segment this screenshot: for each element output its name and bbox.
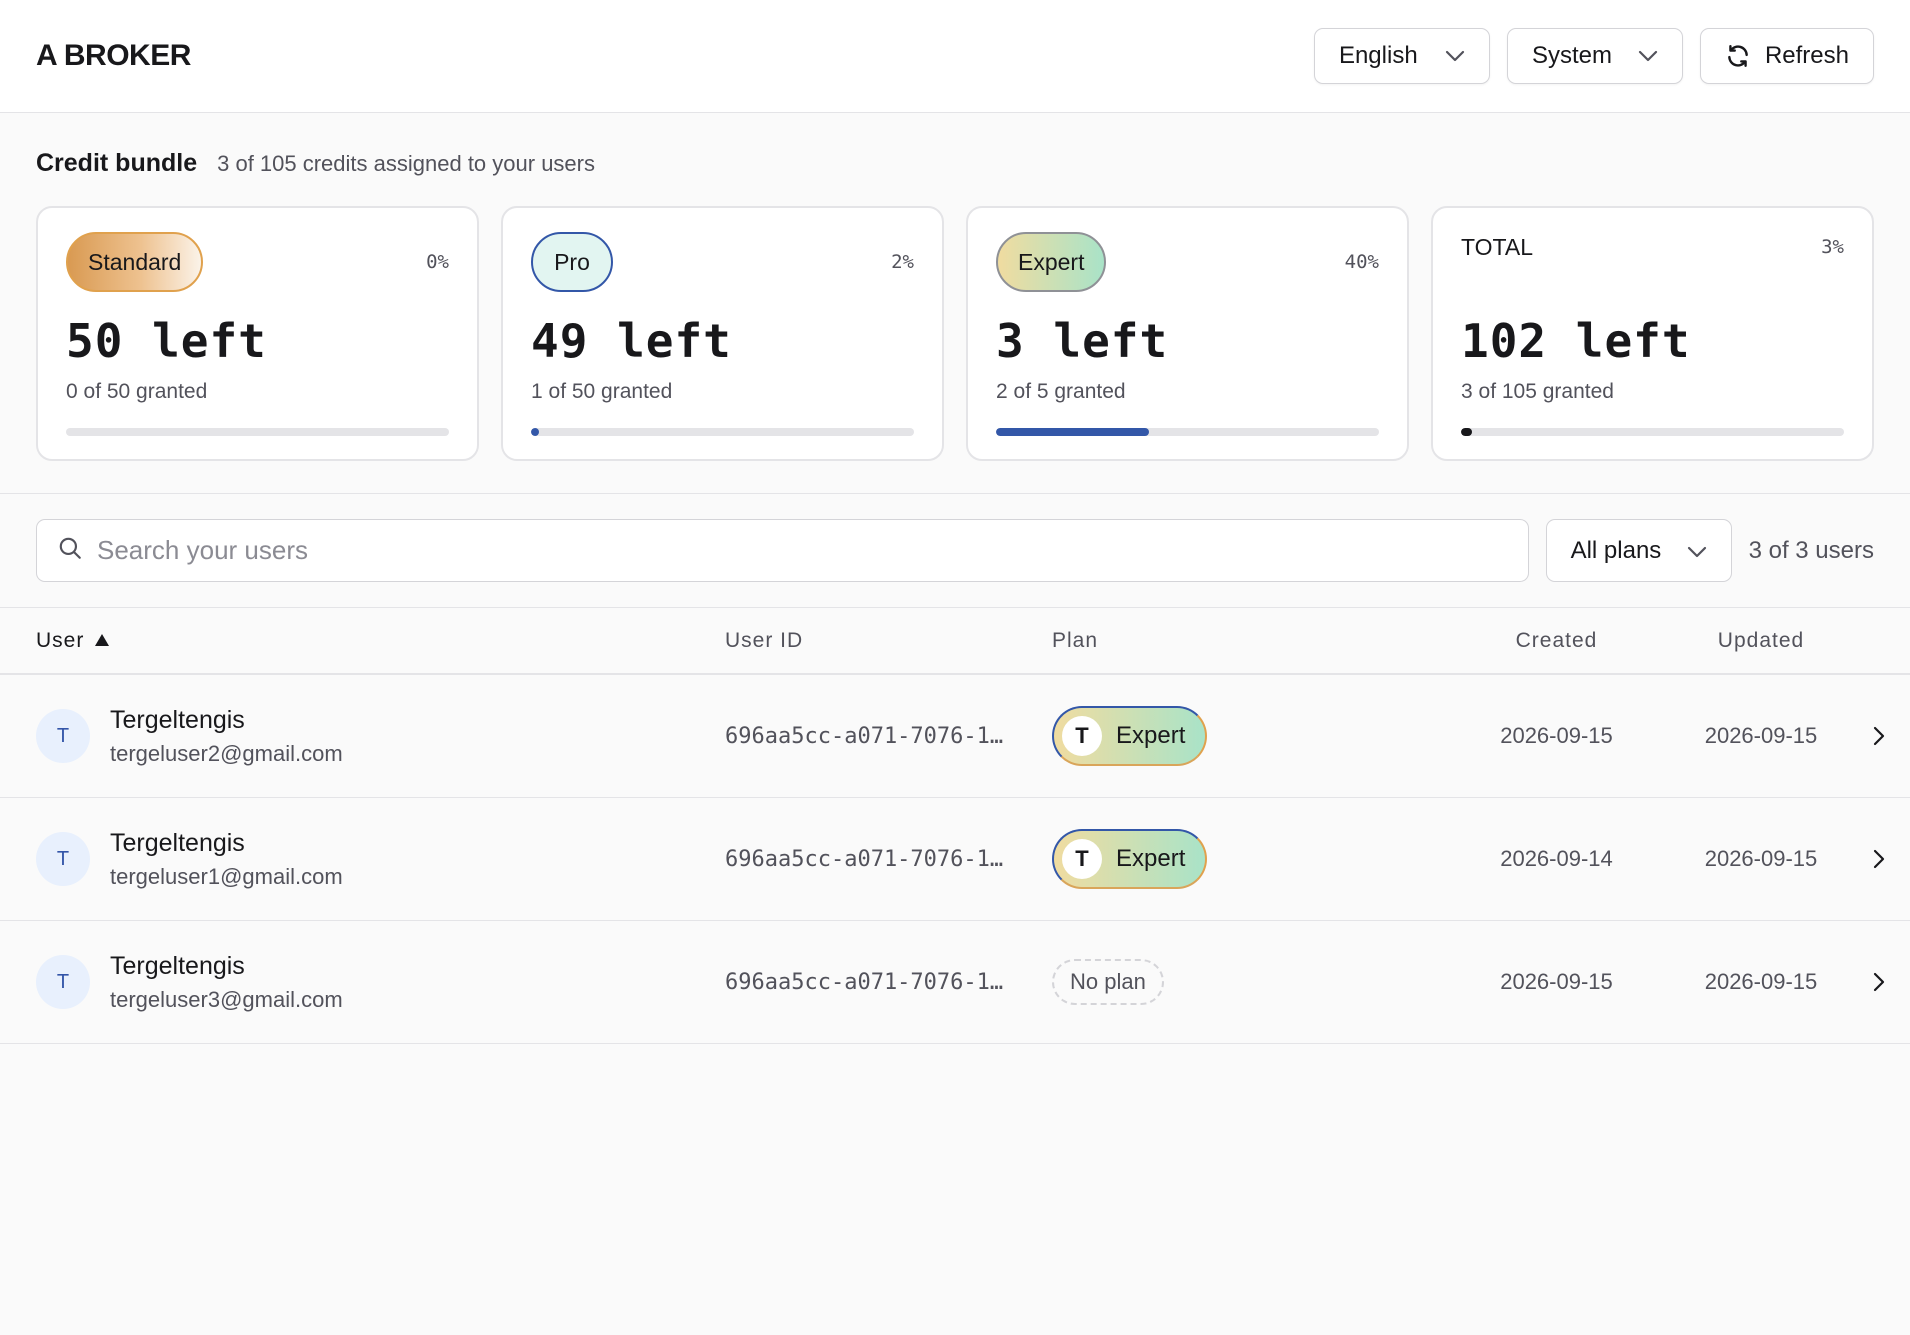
- chevron-down-icon: [1445, 50, 1465, 62]
- column-header-updated[interactable]: Updated: [1717, 628, 1805, 652]
- credit-card-standard: Standard 0% 50 left 0 of 50 granted: [36, 206, 479, 461]
- updated-date: 2026-09-15: [1704, 846, 1818, 871]
- refresh-button-label: Refresh: [1764, 42, 1849, 69]
- credit-bundle-title: Credit bundle: [36, 149, 198, 177]
- credit-progress-fill: [531, 428, 539, 436]
- updated-date: 2026-09-15: [1704, 723, 1818, 748]
- user-name: Tergeltengis: [110, 705, 245, 734]
- credits-left: 102 left: [1461, 314, 1691, 368]
- avatar: T: [36, 709, 90, 763]
- no-plan-badge: No plan: [1052, 959, 1164, 1005]
- chevron-down-icon: [1687, 537, 1707, 565]
- search-icon: [57, 535, 83, 566]
- user-id: 696aa5cc-a071-7076-1…: [725, 846, 1004, 872]
- credit-progress-bar: [66, 428, 449, 436]
- user-email: tergeluser1@gmail.com: [110, 863, 343, 889]
- user-name: Tergeltengis: [110, 951, 245, 980]
- credit-percent: 2%: [891, 251, 914, 273]
- credit-bundle-section: Credit bundle 3 of 105 credits assigned …: [0, 113, 1910, 494]
- column-header-user[interactable]: User: [0, 629, 725, 653]
- created-date: 2026-09-14: [1500, 846, 1613, 871]
- theme-select[interactable]: System: [1506, 28, 1683, 84]
- plan-cell: No plan: [1052, 959, 1445, 1005]
- credits-left: 3 left: [996, 314, 1169, 368]
- column-header-created[interactable]: Created: [1515, 628, 1598, 652]
- column-header-plan[interactable]: Plan: [1052, 628, 1099, 652]
- plan-badge-expert: T Expert: [1052, 829, 1208, 889]
- plan-initial: T: [1062, 839, 1102, 879]
- language-select-value: English: [1338, 42, 1418, 69]
- credits-granted: 1 of 50 granted: [531, 380, 673, 403]
- column-header-user-id[interactable]: User ID: [725, 628, 804, 652]
- plan-badge-pro: Pro: [531, 232, 613, 292]
- user-name: Tergeltengis: [110, 828, 245, 857]
- plan-badge-expert: T Expert: [1052, 706, 1208, 766]
- credits-granted: 0 of 50 granted: [66, 380, 208, 403]
- language-select[interactable]: English: [1313, 28, 1490, 84]
- plan-cell: T Expert: [1052, 829, 1445, 889]
- user-id: 696aa5cc-a071-7076-1…: [725, 969, 1004, 995]
- credit-card-total: TOTAL 3% 102 left 3 of 105 granted: [1431, 206, 1874, 461]
- user-count: 3 of 3 users: [1748, 536, 1874, 564]
- credit-bundle-subtitle: 3 of 105 credits assigned to your users: [217, 151, 595, 176]
- chevron-right-icon[interactable]: [1854, 971, 1904, 993]
- credits-left: 49 left: [531, 314, 732, 368]
- column-header-user-label: User: [36, 628, 85, 652]
- plan-filter-value: All plans: [1570, 536, 1662, 564]
- credit-percent: 0%: [426, 251, 449, 273]
- credit-progress-bar: [996, 428, 1379, 436]
- user-id: 696aa5cc-a071-7076-1…: [725, 723, 1004, 749]
- user-cell: T Tergeltengis tergeluser3@gmail.com: [0, 952, 725, 1013]
- chevron-right-icon[interactable]: [1854, 725, 1904, 747]
- created-date: 2026-09-15: [1500, 723, 1613, 748]
- plan-filter-select[interactable]: All plans: [1545, 519, 1732, 582]
- chevron-right-icon[interactable]: [1854, 848, 1904, 870]
- theme-select-value: System: [1531, 42, 1612, 69]
- plan-initial: T: [1062, 716, 1102, 756]
- user-cell: T Tergeltengis tergeluser1@gmail.com: [0, 829, 725, 890]
- credit-percent: 3%: [1821, 236, 1844, 258]
- credit-progress-fill: [1461, 428, 1473, 436]
- credit-progress-bar: [531, 428, 914, 436]
- top-bar: A BROKER English System Refresh: [0, 0, 1910, 113]
- total-label: TOTAL: [1461, 234, 1533, 260]
- brand-logo: A BROKER: [36, 39, 191, 72]
- credits-granted: 3 of 105 granted: [1461, 380, 1614, 403]
- sort-up-icon: [94, 629, 110, 653]
- table-row[interactable]: T Tergeltengis tergeluser3@gmail.com 696…: [0, 921, 1910, 1044]
- plan-label: Expert: [1116, 845, 1186, 872]
- user-email: tergeluser3@gmail.com: [110, 986, 343, 1012]
- chevron-down-icon: [1638, 50, 1658, 62]
- table-row[interactable]: T Tergeltengis tergeluser2@gmail.com 696…: [0, 675, 1910, 798]
- filter-bar: All plans 3 of 3 users: [0, 494, 1910, 608]
- top-actions: English System Refresh: [1313, 28, 1874, 84]
- plan-badge-standard: Standard: [66, 232, 204, 292]
- credit-progress-bar: [1461, 428, 1844, 436]
- plan-cell: T Expert: [1052, 706, 1445, 766]
- updated-date: 2026-09-15: [1704, 969, 1818, 994]
- users-table: User User ID Plan Created Updated T Terg…: [0, 608, 1910, 1044]
- credits-left: 50 left: [66, 314, 267, 368]
- user-email: tergeluser2@gmail.com: [110, 740, 343, 766]
- refresh-icon: [1725, 43, 1751, 69]
- credits-granted: 2 of 5 granted: [996, 380, 1126, 403]
- credit-card-expert: Expert 40% 3 left 2 of 5 granted: [966, 206, 1409, 461]
- search-box: [36, 519, 1529, 582]
- plan-badge-expert: Expert: [996, 232, 1107, 292]
- avatar: T: [36, 955, 90, 1009]
- credit-bundle-header: Credit bundle 3 of 105 credits assigned …: [36, 149, 1874, 178]
- avatar: T: [36, 832, 90, 886]
- credit-cards: Standard 0% 50 left 0 of 50 granted Pro …: [36, 206, 1874, 461]
- table-header: User User ID Plan Created Updated: [0, 608, 1910, 675]
- refresh-button[interactable]: Refresh: [1699, 28, 1874, 84]
- user-cell: T Tergeltengis tergeluser2@gmail.com: [0, 706, 725, 767]
- plan-label: Expert: [1116, 722, 1186, 749]
- table-row[interactable]: T Tergeltengis tergeluser1@gmail.com 696…: [0, 798, 1910, 921]
- created-date: 2026-09-15: [1500, 969, 1613, 994]
- search-input[interactable]: [97, 535, 1508, 566]
- credit-card-pro: Pro 2% 49 left 1 of 50 granted: [501, 206, 944, 461]
- credit-progress-fill: [996, 428, 1150, 436]
- credit-percent: 40%: [1344, 251, 1379, 273]
